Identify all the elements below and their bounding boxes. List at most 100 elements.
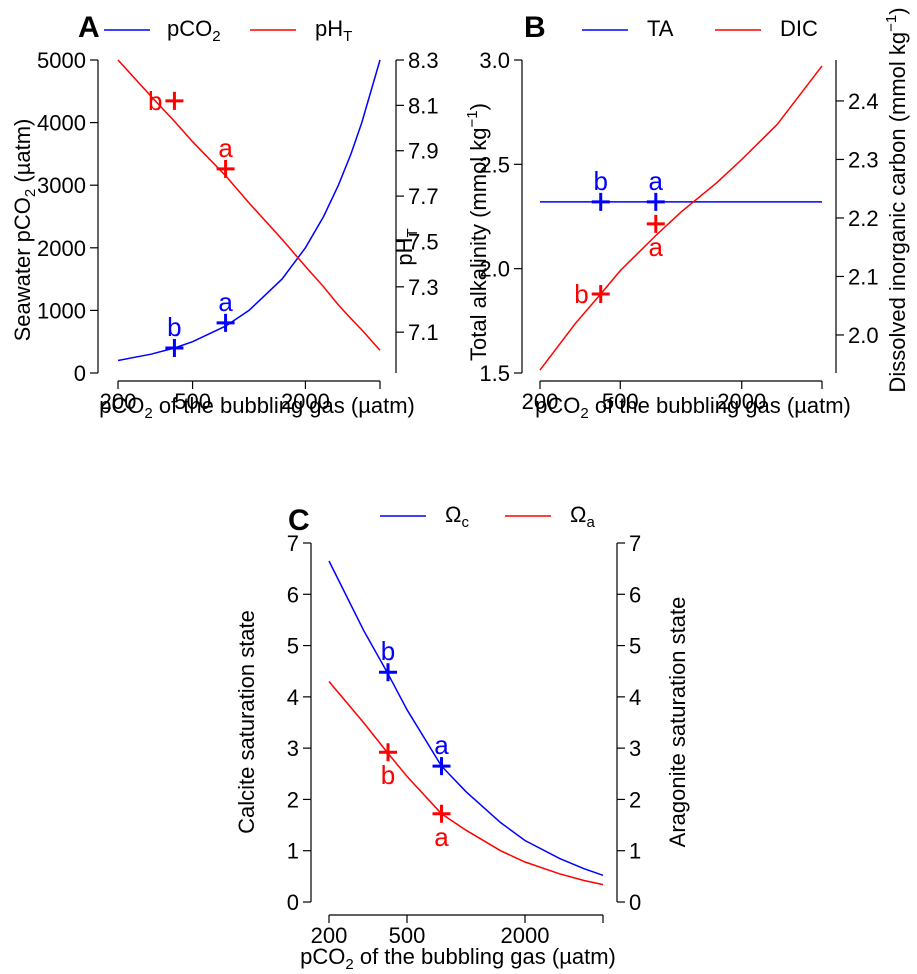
panel-c-right-y-tick-label: 6 <box>629 582 641 607</box>
panel-a-point-label: b <box>148 86 162 116</box>
panel-c-point-label: a <box>434 730 449 760</box>
panel-c-left-y-tick-label: 5 <box>287 634 299 659</box>
panel-a-right-y-tick-label: 7.3 <box>408 275 439 300</box>
panel-a-left-y-tick-label: 4000 <box>37 111 86 136</box>
panel-b-x-tick-label: 200 <box>522 389 559 414</box>
panel-b: B TA DIC pCO2 of the bubbling gas (µatm)… <box>464 7 910 422</box>
panel-b-x-axis-title: pCO2 of the bubbling gas (µatm) <box>535 393 851 422</box>
panel-b-right-axis-title: Dissolved inorganic carbon (mmol kg−1) <box>883 7 910 392</box>
panel-b-point-label: b <box>593 166 607 196</box>
panel-c-right-y-tick-label: 2 <box>629 787 641 812</box>
panel-b-left-axis-title: Total alkalinity (mmol kg−1) <box>464 103 491 361</box>
panel-c-left-y-tick-label: 6 <box>287 582 299 607</box>
panel-a-right-y-tick-label: 8.3 <box>408 48 439 73</box>
panel-a-letter: A <box>78 11 100 44</box>
panel-a-x-tick-label: 500 <box>174 389 211 414</box>
panel-b-x-tick-label: 2000 <box>717 389 766 414</box>
plot-layer: 200 500 20000100020003000400050007.17.37.5… <box>37 48 879 948</box>
panel-c-point-marker <box>379 663 398 682</box>
panel-b-legend: TA DIC <box>582 16 818 41</box>
panel-a-right-y-tick-label: 7.1 <box>408 320 439 345</box>
panel-a-point-marker <box>216 313 235 332</box>
panel-c-right-y-tick-label: 1 <box>629 839 641 864</box>
panel-a-left-y-tick-label: 3000 <box>37 173 86 198</box>
panel-c-x-axis-title: pCO2 of the bubbling gas (µatm) <box>300 944 616 973</box>
panel-a-x-tick-label: 2000 <box>281 389 330 414</box>
panel-c-series-line-2 <box>328 681 604 886</box>
panel-c-right-y-tick-label: 7 <box>629 531 641 556</box>
panel-c-series-line-1 <box>328 560 604 877</box>
panel-a: A pCO2 pHT pCO2 of the bubbling gas (µat… <box>10 11 421 422</box>
panel-c-left-y-tick-label: 0 <box>287 890 299 915</box>
panel-b-point-marker <box>591 192 610 211</box>
panel-c-letter: C <box>288 504 310 537</box>
panel-c-legend-label-2: Ωa <box>570 502 595 531</box>
panel-c: C Ωc Ωa pCO2 of the bubbling gas (µatm) … <box>234 502 690 973</box>
panel-a-right-y-tick-label: 8.1 <box>408 93 439 118</box>
panel-a-right-y-tick-label: 7.5 <box>408 229 439 254</box>
panel-a-point-marker <box>165 91 184 110</box>
panel-b-left-y-tick-label: 1.5 <box>479 361 510 386</box>
panel-b-series-line-2 <box>539 65 823 371</box>
panel-c-right-y-tick-label: 5 <box>629 634 641 659</box>
panel-c-right-y-tick-label: 0 <box>629 890 641 915</box>
panel-a-left-axis-title: Seawater pCO2 (µatm) <box>10 119 39 342</box>
panel-c-legend-label-1: Ωc <box>445 502 469 531</box>
panel-a-left-y-tick-label: 1000 <box>37 298 86 323</box>
panel-b-legend-label-2: DIC <box>780 16 818 41</box>
panel-c-point-label: b <box>381 636 395 666</box>
panel-c-right-y-tick-label: 4 <box>629 685 641 710</box>
panel-c-x-tick-label: 200 <box>311 923 348 948</box>
panel-a-point-label: a <box>218 287 233 317</box>
panel-b-point-marker <box>646 192 665 211</box>
panel-c-point-marker <box>432 804 451 823</box>
panel-b-legend-label-1: TA <box>647 16 674 41</box>
panel-a-point-label: b <box>167 312 181 342</box>
panel-a-right-y-tick-label: 7.9 <box>408 139 439 164</box>
panel-a-x-axis-title: pCO2 of the bubbling gas (µatm) <box>99 393 415 422</box>
panel-b-right-y-tick-label: 2.4 <box>848 89 879 114</box>
panel-a-series-line-2 <box>117 59 381 351</box>
panel-c-point-marker <box>432 757 451 776</box>
panel-c-left-y-tick-label: 4 <box>287 685 299 710</box>
panel-a-left-y-tick-label: 5000 <box>37 48 86 73</box>
panel-a-legend: pCO2 pHT <box>104 16 352 45</box>
panel-b-left-y-tick-label: 3.0 <box>479 48 510 73</box>
panel-a-point-label: a <box>218 133 233 163</box>
panel-c-x-tick-label: 500 <box>389 923 426 948</box>
panel-a-left-y-tick-label: 0 <box>74 361 86 386</box>
panel-c-point-marker <box>379 743 398 762</box>
panel-a-point-marker <box>216 159 235 178</box>
panel-b-right-y-tick-label: 2.0 <box>848 323 879 348</box>
panel-c-left-axis-title: Calcite saturation state <box>234 610 259 834</box>
panel-a-right-y-tick-label: 7.7 <box>408 184 439 209</box>
panel-b-right-y-tick-label: 2.3 <box>848 147 879 172</box>
panel-b-letter: B <box>524 11 546 44</box>
panel-a-point-marker <box>165 338 184 357</box>
panel-c-left-y-tick-label: 3 <box>287 736 299 761</box>
panel-c-left-y-tick-label: 1 <box>287 839 299 864</box>
panel-a-legend-label-1: pCO2 <box>167 16 221 45</box>
panel-b-right-y-tick-label: 2.1 <box>848 264 879 289</box>
panel-c-x-tick-label: 2000 <box>501 923 550 948</box>
panel-b-left-y-tick-label: 2.5 <box>479 152 510 177</box>
panel-b-right-y-tick-label: 2.2 <box>848 206 879 231</box>
panel-b-point-marker <box>646 214 665 233</box>
panel-c-right-axis-title: Aragonite saturation state <box>665 597 690 848</box>
panel-b-x-tick-label: 500 <box>602 389 639 414</box>
panel-c-left-y-tick-label: 2 <box>287 787 299 812</box>
panel-c-point-label: b <box>381 760 395 790</box>
panel-c-legend: Ωc Ωa <box>380 502 595 531</box>
panel-b-point-label: b <box>574 279 588 309</box>
panel-c-left-y-tick-label: 7 <box>287 531 299 556</box>
panel-c-right-y-tick-label: 3 <box>629 736 641 761</box>
panel-b-point-label: a <box>649 166 664 196</box>
panel-b-point-label: a <box>649 232 664 262</box>
panel-a-legend-label-2: pHT <box>315 16 352 45</box>
panel-b-left-y-tick-label: 2.0 <box>479 257 510 282</box>
panel-c-point-label: a <box>434 822 449 852</box>
panel-a-left-y-tick-label: 2000 <box>37 236 86 261</box>
panel-a-x-tick-label: 200 <box>100 389 137 414</box>
panel-b-point-marker <box>591 285 610 304</box>
